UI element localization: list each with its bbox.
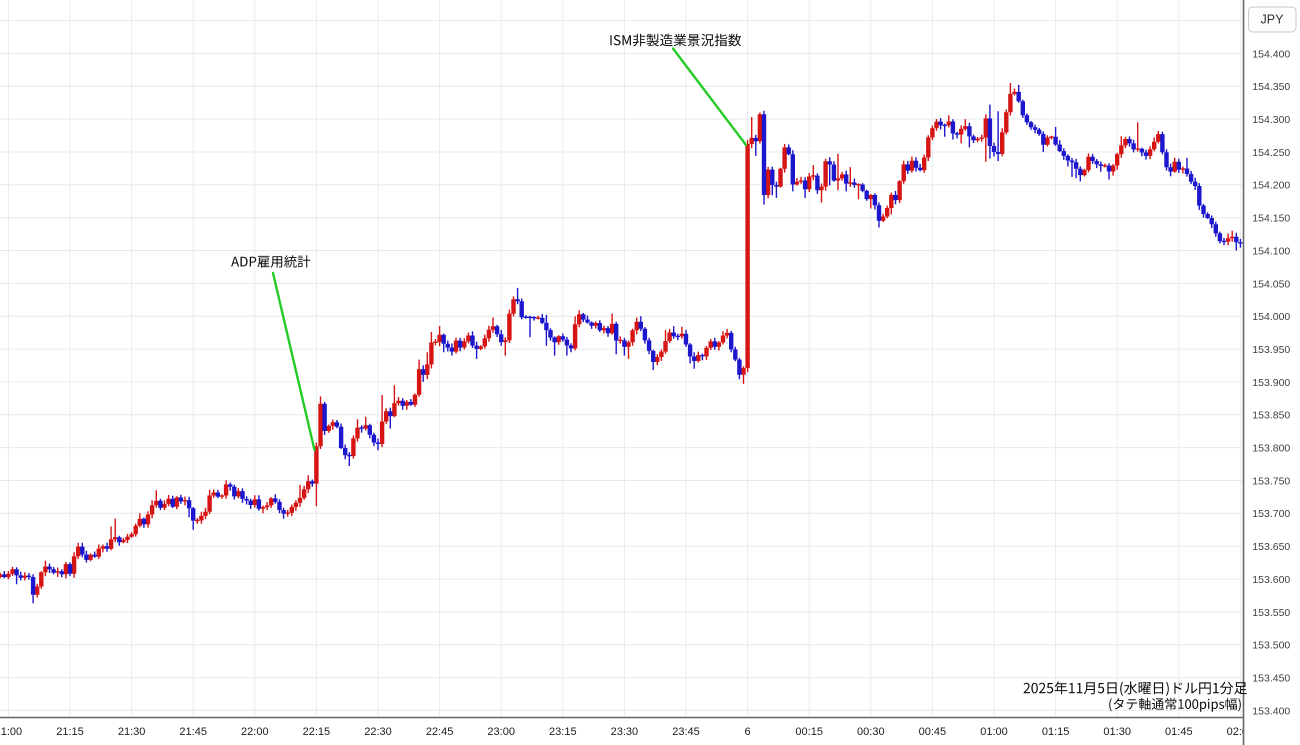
svg-text:153.900: 153.900 <box>1252 377 1290 389</box>
svg-text:23:00: 23:00 <box>487 726 515 738</box>
svg-text:JPY: JPY <box>1261 13 1285 27</box>
svg-text:22:00: 22:00 <box>241 726 269 738</box>
svg-text:22:15: 22:15 <box>303 726 331 738</box>
svg-text:154.400: 154.400 <box>1252 48 1290 60</box>
svg-text:153.750: 153.750 <box>1252 475 1290 487</box>
svg-text:23:15: 23:15 <box>549 726 577 738</box>
svg-text:21:15: 21:15 <box>56 726 84 738</box>
svg-text:154.100: 154.100 <box>1252 245 1290 257</box>
svg-text:154.000: 154.000 <box>1252 311 1290 323</box>
svg-text:00:15: 00:15 <box>795 726 823 738</box>
svg-text:153.600: 153.600 <box>1252 574 1290 586</box>
svg-text:153.550: 153.550 <box>1252 607 1290 619</box>
svg-text:01:00: 01:00 <box>980 726 1008 738</box>
svg-text:153.700: 153.700 <box>1252 508 1290 520</box>
svg-text:154.200: 154.200 <box>1252 180 1290 192</box>
svg-text:154.250: 154.250 <box>1252 147 1290 159</box>
svg-text:01:45: 01:45 <box>1165 726 1193 738</box>
svg-text:21:00: 21:00 <box>0 726 22 738</box>
svg-text:21:45: 21:45 <box>179 726 207 738</box>
svg-text:01:15: 01:15 <box>1042 726 1070 738</box>
svg-text:153.450: 153.450 <box>1252 673 1290 685</box>
svg-text:22:30: 22:30 <box>364 726 392 738</box>
svg-text:00:45: 00:45 <box>919 726 947 738</box>
svg-text:154.300: 154.300 <box>1252 114 1290 126</box>
svg-text:153.400: 153.400 <box>1252 705 1290 717</box>
svg-text:6: 6 <box>745 726 751 738</box>
svg-text:153.800: 153.800 <box>1252 443 1290 455</box>
svg-text:23:30: 23:30 <box>611 726 639 738</box>
svg-text:153.500: 153.500 <box>1252 640 1290 652</box>
svg-text:00:30: 00:30 <box>857 726 885 738</box>
svg-text:153.650: 153.650 <box>1252 541 1290 553</box>
svg-text:22:45: 22:45 <box>426 726 454 738</box>
svg-text:01:30: 01:30 <box>1103 726 1131 738</box>
svg-text:23:45: 23:45 <box>672 726 700 738</box>
svg-text:154.050: 154.050 <box>1252 278 1290 290</box>
svg-text:154.350: 154.350 <box>1252 81 1290 93</box>
svg-text:153.850: 153.850 <box>1252 410 1290 422</box>
svg-text:153.950: 153.950 <box>1252 344 1290 356</box>
svg-text:02:00: 02:00 <box>1227 726 1255 738</box>
svg-text:154.150: 154.150 <box>1252 213 1290 225</box>
svg-text:21:30: 21:30 <box>118 726 146 738</box>
